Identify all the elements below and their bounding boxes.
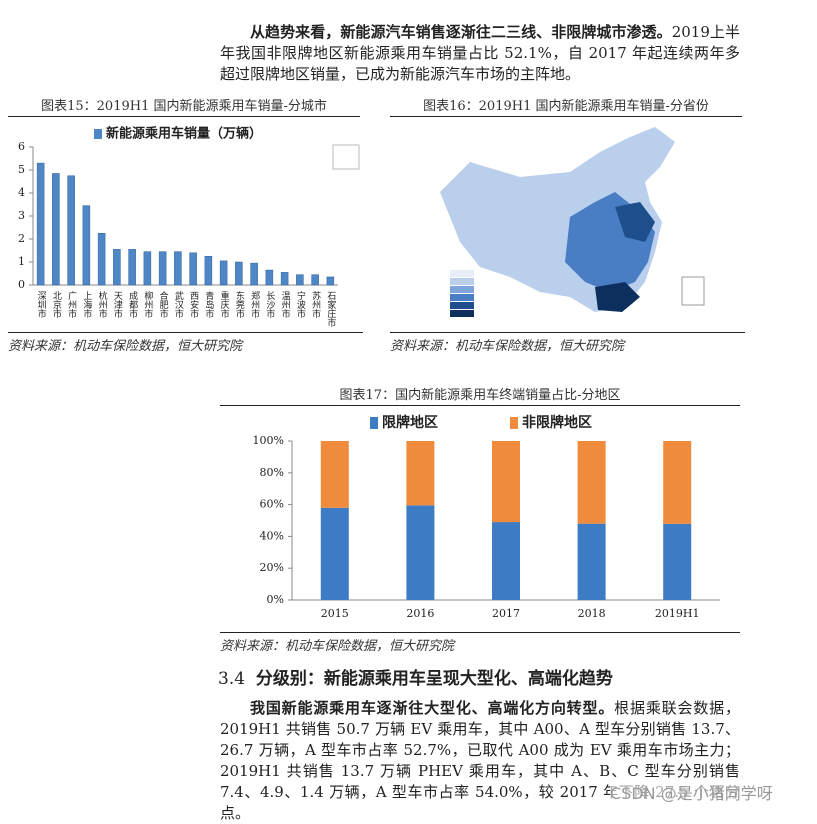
bar <box>128 249 136 286</box>
bar <box>280 272 289 286</box>
bar <box>219 260 228 286</box>
inset-box <box>681 276 705 306</box>
legend-swatch <box>510 417 518 429</box>
bar <box>143 251 152 286</box>
x-tick-label: 东莞市 <box>234 290 245 319</box>
text: 2019上半年我国非限牌地区新能源乘用车销量占比 52.1%，自 2017 年起… <box>220 23 740 83</box>
legend-label: 限牌地区 <box>382 414 438 431</box>
bar <box>67 175 75 286</box>
x-tick-label: 杭州市 <box>97 290 108 319</box>
x-tick-label: 温州市 <box>280 291 291 319</box>
x-tick-label: 天津市 <box>112 291 123 319</box>
y-tick-label: 100% <box>253 434 284 447</box>
bar-segment <box>406 441 435 506</box>
x-tick-label: 2018 <box>578 607 606 620</box>
y-tick-label: 5 <box>18 163 25 176</box>
x-tick-label: 合肥市 <box>158 290 169 319</box>
x-tick-label: 2017 <box>492 607 520 620</box>
x-tick-label: 成都市 <box>127 290 138 319</box>
bar <box>250 262 258 286</box>
y-tick-label: 20% <box>260 561 284 574</box>
section-number: 3.4 <box>218 669 246 689</box>
source: 资料来源：机动车保险数据，恒大研究院 <box>390 332 745 354</box>
y-tick-label: 6 <box>18 140 25 153</box>
source: 资料来源：机动车保险数据，恒大研究院 <box>220 632 740 654</box>
bar <box>113 249 121 286</box>
x-tick-label: 青岛市 <box>203 290 214 319</box>
x-tick-label: 西安市 <box>188 291 199 319</box>
bar-segment <box>663 523 692 600</box>
bar <box>189 252 197 286</box>
bar-segment <box>663 441 692 524</box>
paragraph: 我国新能源乘用车逐渐往大型化、高端化方向转型。根据乘联会数据，2019H1 共销… <box>220 698 740 824</box>
x-tick-label: 广州市 <box>66 290 77 319</box>
x-tick-label: 宁波市 <box>295 290 306 319</box>
chart: 0% 20% 40% 60% 80% 100% 限牌地区 非限牌地区 2015 2016 2017 2… <box>253 414 720 620</box>
section-title: 分级别：新能源乘用车呈现大型化、高端化趋势 <box>255 669 613 689</box>
y-tick-label: 0% <box>267 593 284 606</box>
bar <box>311 274 319 286</box>
legend-swatch <box>94 129 102 139</box>
chart: 0 1 2 3 4 5 6 新能源乘用车销量（万辆） 深圳市 北京市 广州市 上海市 杭州市 天津市 成都市… <box>18 126 360 327</box>
x-tick-label: 重庆市 <box>219 290 230 319</box>
figure-title: 图表15：2019H1 国内新能源乘用车销量-分城市 <box>8 95 360 117</box>
bar <box>52 173 60 286</box>
bar <box>326 276 335 286</box>
bar <box>82 205 91 286</box>
legend-label: 新能源乘用车销量（万辆） <box>106 126 262 142</box>
y-tick-label: 80% <box>260 466 284 479</box>
icon <box>332 144 360 170</box>
paragraph: 从趋势来看，新能源汽车销售逐渐往二三线、非限牌城市渗透。2019上半年我国非限牌… <box>220 22 740 85</box>
x-tick-label: 2015 <box>321 607 349 620</box>
x-tick-label: 苏州市 <box>310 290 321 319</box>
bar-segment <box>320 441 349 508</box>
watermark: CSDN @是小猪同学呀 <box>610 780 773 804</box>
figure-title: 图表16：2019H1 国内新能源乘用车销量-分省份 <box>390 95 742 117</box>
bar <box>174 251 182 286</box>
legend-swatch <box>370 417 378 429</box>
bar-segment <box>320 507 349 600</box>
bar <box>204 256 213 286</box>
bar-segment <box>492 522 520 600</box>
text: 根据乘联会数据，2019H1 共销售 50.7 万辆 EV 乘用车，其中 A00… <box>220 699 740 822</box>
bar <box>265 269 274 286</box>
y-tick-label: 2 <box>18 232 25 245</box>
source: 资料来源：机动车保险数据，恒大研究院 <box>8 332 363 354</box>
bar <box>235 261 243 286</box>
x-tick-label: 郑州市 <box>249 290 260 319</box>
x-tick-label: 石家庄市 <box>325 291 336 327</box>
x-tick-label: 深圳市 <box>36 291 47 319</box>
x-tick-label: 武汉市 <box>173 290 184 319</box>
map-area <box>615 202 655 242</box>
y-tick-label: 40% <box>260 529 284 542</box>
x-tick-label: 北京市 <box>51 291 62 319</box>
y-tick-label: 4 <box>18 186 25 199</box>
y-tick-label: 0 <box>18 278 25 291</box>
bold-text: 从趋势来看，新能源汽车销售逐渐往二三线、非限牌城市渗透。 <box>250 23 672 41</box>
x-tick-label: 2019H1 <box>655 607 700 620</box>
y-tick-label: 3 <box>18 209 25 222</box>
map-legend <box>450 270 474 317</box>
x-tick-label: 长沙市 <box>264 290 275 319</box>
section-heading: 3.4 分级别：新能源乘用车呈现大型化、高端化趋势 <box>218 664 613 689</box>
bar <box>97 233 106 286</box>
y-tick-label: 1 <box>18 255 25 268</box>
figure-title: 图表17：国内新能源乘用车终端销量占比-分地区 <box>220 384 740 406</box>
map <box>440 127 705 317</box>
bar-segment <box>492 441 520 523</box>
x-tick-label: 2016 <box>406 607 434 620</box>
x-tick-label: 上海市 <box>81 291 92 319</box>
bar-segment <box>577 441 606 524</box>
bar <box>36 162 45 286</box>
bar-segment <box>406 505 435 600</box>
legend-label: 非限牌地区 <box>522 414 592 431</box>
map-area <box>595 282 640 312</box>
bar-segment <box>577 523 606 600</box>
bar <box>158 251 167 286</box>
x-tick-label: 柳州市 <box>142 290 153 319</box>
bar <box>296 274 304 286</box>
y-tick-label: 60% <box>260 498 284 511</box>
bold-text: 我国新能源乘用车逐渐往大型化、高端化方向转型。 <box>250 699 615 717</box>
